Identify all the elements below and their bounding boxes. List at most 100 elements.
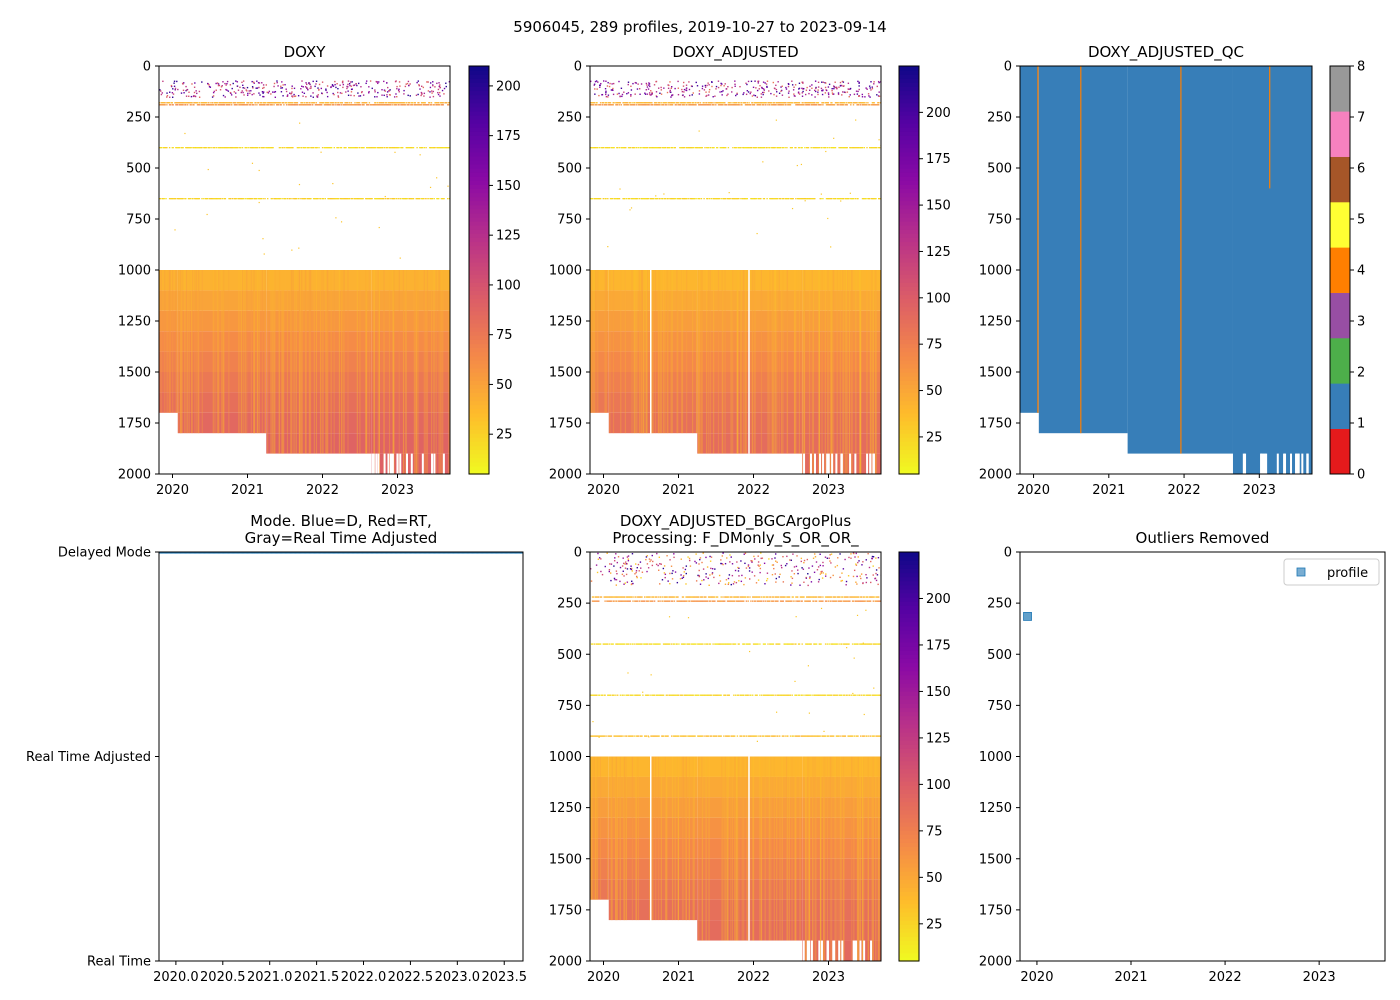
profile-stripe (250, 270, 252, 434)
sample-point (878, 81, 880, 84)
sample-point (307, 198, 309, 200)
sample-point (817, 89, 819, 91)
sample-point (782, 104, 784, 106)
sample-point (715, 694, 717, 696)
sample-point (694, 600, 696, 602)
x-tick-label: 2021 (662, 483, 695, 498)
profile-stripe (807, 756, 809, 961)
sample-point (260, 198, 263, 200)
sample-point (378, 102, 380, 104)
sample-point (742, 694, 744, 696)
sample-point (752, 600, 754, 602)
sample-point (773, 93, 775, 96)
sample-point (738, 600, 740, 602)
sample-point (831, 102, 833, 104)
sample-point (378, 104, 380, 106)
sample-point (290, 102, 292, 104)
sample-point (721, 104, 723, 106)
sample-point (695, 643, 697, 645)
sample-point (298, 183, 301, 186)
sample-point (252, 87, 254, 89)
sample-point (213, 198, 216, 200)
sample-point (316, 147, 318, 149)
sample-point (817, 81, 820, 84)
sample-point (232, 82, 234, 85)
sample-point (305, 82, 307, 84)
sample-point (743, 102, 746, 104)
colorbar-segment (469, 437, 489, 442)
sample-point (347, 83, 349, 86)
sample-point (778, 92, 781, 94)
profile-stripe (448, 270, 450, 474)
sample-point (686, 596, 688, 598)
sample-point (641, 104, 643, 106)
sample-point (219, 198, 221, 200)
sample-point (689, 147, 691, 149)
sample-point (795, 104, 797, 106)
sample-point (848, 600, 850, 602)
colorbar-segment (469, 425, 489, 430)
sample-point (877, 596, 879, 598)
sample-point (313, 102, 316, 104)
sample-point (745, 147, 748, 149)
profile-stripe (831, 756, 833, 961)
profile-stripe (292, 270, 294, 454)
sample-point (732, 104, 734, 106)
sample-point (872, 102, 874, 104)
sample-point (605, 90, 607, 92)
profile-stripe (822, 756, 825, 961)
profile-stripe (705, 756, 707, 941)
sample-point (315, 80, 318, 82)
sample-point (608, 147, 611, 149)
panel-title-line: Processing: F_DMonly_S_OR_OR_ (612, 529, 859, 548)
sample-point (183, 102, 185, 104)
sample-point (677, 694, 679, 696)
sample-point (274, 96, 277, 98)
sample-point (779, 104, 782, 106)
sample-point (621, 147, 623, 149)
sample-point (294, 198, 296, 200)
sample-point (220, 104, 222, 106)
profile-stripe (253, 270, 255, 434)
sample-point (737, 596, 739, 598)
sample-point (333, 93, 335, 96)
sample-point (330, 147, 332, 149)
sample-point (818, 596, 820, 598)
sample-point (772, 600, 775, 602)
sample-point (663, 596, 666, 598)
sample-point (336, 147, 338, 149)
sample-point (777, 643, 779, 645)
sample-point (662, 104, 665, 106)
sample-point (291, 104, 293, 106)
x-tick-label: 2022.5 (388, 970, 434, 985)
sample-point (331, 102, 334, 104)
sample-point (338, 102, 340, 104)
sample-point (329, 147, 331, 149)
sample-point (849, 192, 851, 194)
sample-point (798, 82, 801, 84)
sample-point (281, 198, 283, 200)
sample-point (594, 694, 596, 696)
sample-point (337, 198, 339, 200)
sample-point (686, 694, 688, 696)
sample-point (726, 643, 729, 645)
sample-point (620, 104, 622, 106)
sample-point (805, 104, 807, 106)
profile-stripe (298, 270, 300, 454)
colorbar-segment (469, 143, 489, 149)
profile-stripe (635, 756, 637, 921)
sample-point (754, 80, 756, 82)
sample-point (695, 104, 697, 106)
sample-point (394, 104, 397, 106)
profile-stripe (642, 270, 644, 434)
sample-point (697, 600, 699, 602)
sample-point (756, 104, 758, 106)
profile-stripe (808, 270, 811, 474)
sample-point (281, 81, 283, 83)
sample-point (279, 198, 281, 200)
sample-point (677, 93, 680, 96)
y-tick-label: 250 (126, 111, 151, 126)
sample-point (680, 102, 682, 104)
sample-point (250, 147, 253, 149)
